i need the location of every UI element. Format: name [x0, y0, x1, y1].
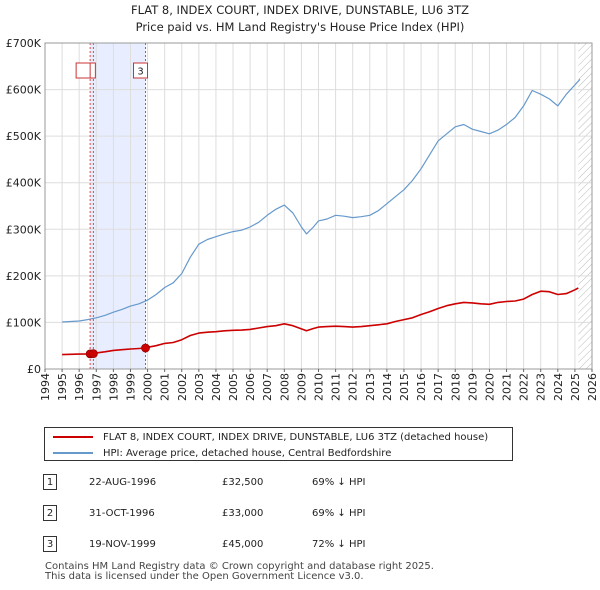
- x-tick-label: 1994: [39, 373, 52, 401]
- y-tick-label: £600K: [6, 84, 42, 97]
- x-tick-label: 2005: [227, 373, 240, 401]
- x-tick-label: 2000: [142, 373, 155, 401]
- x-tick-label: 2026: [586, 373, 599, 401]
- x-tick-label: 2015: [398, 373, 411, 401]
- transaction-hpi-delta: 72% ↓ HPI: [312, 539, 366, 550]
- legend-item-hpi: HPI: Average price, detached house, Cent…: [53, 446, 391, 460]
- x-tick-label: 2014: [381, 373, 394, 401]
- x-tick-label: 2008: [278, 373, 291, 401]
- x-tick-label: 2020: [483, 373, 496, 401]
- transaction-price: £32,500: [222, 477, 264, 488]
- x-tick-label: 2011: [330, 373, 343, 401]
- x-tick-label: 2017: [432, 373, 445, 401]
- legend-item-property: FLAT 8, INDEX COURT, INDEX DRIVE, DUNSTA…: [53, 430, 488, 444]
- transaction-hpi-delta: 69% ↓ HPI: [312, 477, 366, 488]
- y-tick-label: £300K: [6, 223, 42, 236]
- transaction-point: [88, 349, 98, 359]
- x-tick-label: 2004: [210, 373, 223, 401]
- footer-copyright: Contains HM Land Registry data © Crown c…: [45, 561, 434, 572]
- y-tick-label: £100K: [6, 316, 42, 329]
- x-tick-label: 2024: [552, 373, 565, 401]
- x-tick-label: 1998: [107, 373, 120, 401]
- x-tick-label: 1997: [90, 373, 103, 401]
- transaction-price: £45,000: [222, 539, 264, 550]
- x-tick-label: 2018: [449, 373, 462, 401]
- transaction-number-badge: 1: [43, 474, 57, 490]
- x-tick-label: 2022: [518, 373, 531, 401]
- transaction-hpi-delta: 69% ↓ HPI: [312, 508, 366, 519]
- holding-period-shade: [90, 43, 146, 369]
- legend-swatch-hpi: [53, 452, 93, 454]
- transaction-number-badge: 2: [43, 505, 57, 521]
- transaction-price: £33,000: [222, 508, 264, 519]
- chart-title-line-2: Price paid vs. HM Land Registry's House …: [135, 20, 465, 34]
- transaction-number-badge: 3: [43, 536, 57, 552]
- y-tick-label: £0: [27, 363, 41, 376]
- transaction-date: 31-OCT-1996: [89, 508, 155, 519]
- x-tick-label: 1999: [124, 373, 137, 401]
- transaction-label: 3: [137, 67, 143, 78]
- legend-label-property: FLAT 8, INDEX COURT, INDEX DRIVE, DUNSTA…: [103, 431, 489, 443]
- y-tick-label: £700K: [6, 37, 42, 50]
- transaction-date: 22-AUG-1996: [89, 477, 157, 488]
- x-tick-label: 2001: [159, 373, 172, 401]
- x-tick-label: 2021: [501, 373, 514, 401]
- x-tick-label: 2025: [569, 373, 582, 401]
- x-tick-label: 2006: [244, 373, 257, 401]
- chart-title-line-1: FLAT 8, INDEX COURT, INDEX DRIVE, DUNSTA…: [130, 3, 470, 17]
- x-tick-label: 2019: [466, 373, 479, 401]
- x-tick-label: 2023: [535, 373, 548, 401]
- x-tick-label: 2010: [313, 373, 326, 401]
- transaction-label-box: [133, 62, 149, 79]
- forecast-hatch-area: [578, 43, 592, 369]
- x-tick-label: 2009: [295, 373, 308, 401]
- y-tick-label: £500K: [6, 130, 42, 143]
- legend-swatch-property: [53, 436, 93, 438]
- table-row: 2 31-OCT-1996 £33,000 69% ↓ HPI: [0, 505, 600, 523]
- hpi-line: [62, 78, 581, 323]
- table-row: 3 19-NOV-1999 £45,000 72% ↓ HPI: [0, 536, 600, 554]
- chart: 23 £0£100K£200K£300K£400K£500K£600K£700K…: [6, 37, 599, 401]
- table-row: 1 22-AUG-1996 £32,500 69% ↓ HPI: [0, 474, 600, 492]
- x-tick-label: 1995: [56, 373, 69, 401]
- x-tick-label: 2016: [415, 373, 428, 401]
- y-tick-label: £400K: [6, 177, 42, 190]
- transaction-label-box: [75, 62, 91, 79]
- x-tick-label: 2002: [176, 373, 189, 401]
- x-tick-label: 2007: [261, 373, 274, 401]
- legend-label-hpi: HPI: Average price, detached house, Cent…: [103, 447, 392, 459]
- transaction-date: 19-NOV-1999: [89, 539, 156, 550]
- x-tick-label: 2012: [347, 373, 360, 401]
- y-tick-label: £200K: [6, 270, 42, 283]
- transaction-point: [141, 343, 150, 353]
- x-tick-label: 1996: [73, 373, 86, 401]
- x-tick-label: 2003: [193, 373, 206, 401]
- footer-licence: This data is licensed under the Open Gov…: [45, 571, 364, 582]
- legend: FLAT 8, INDEX COURT, INDEX DRIVE, DUNSTA…: [44, 427, 513, 461]
- x-tick-label: 2013: [364, 373, 377, 401]
